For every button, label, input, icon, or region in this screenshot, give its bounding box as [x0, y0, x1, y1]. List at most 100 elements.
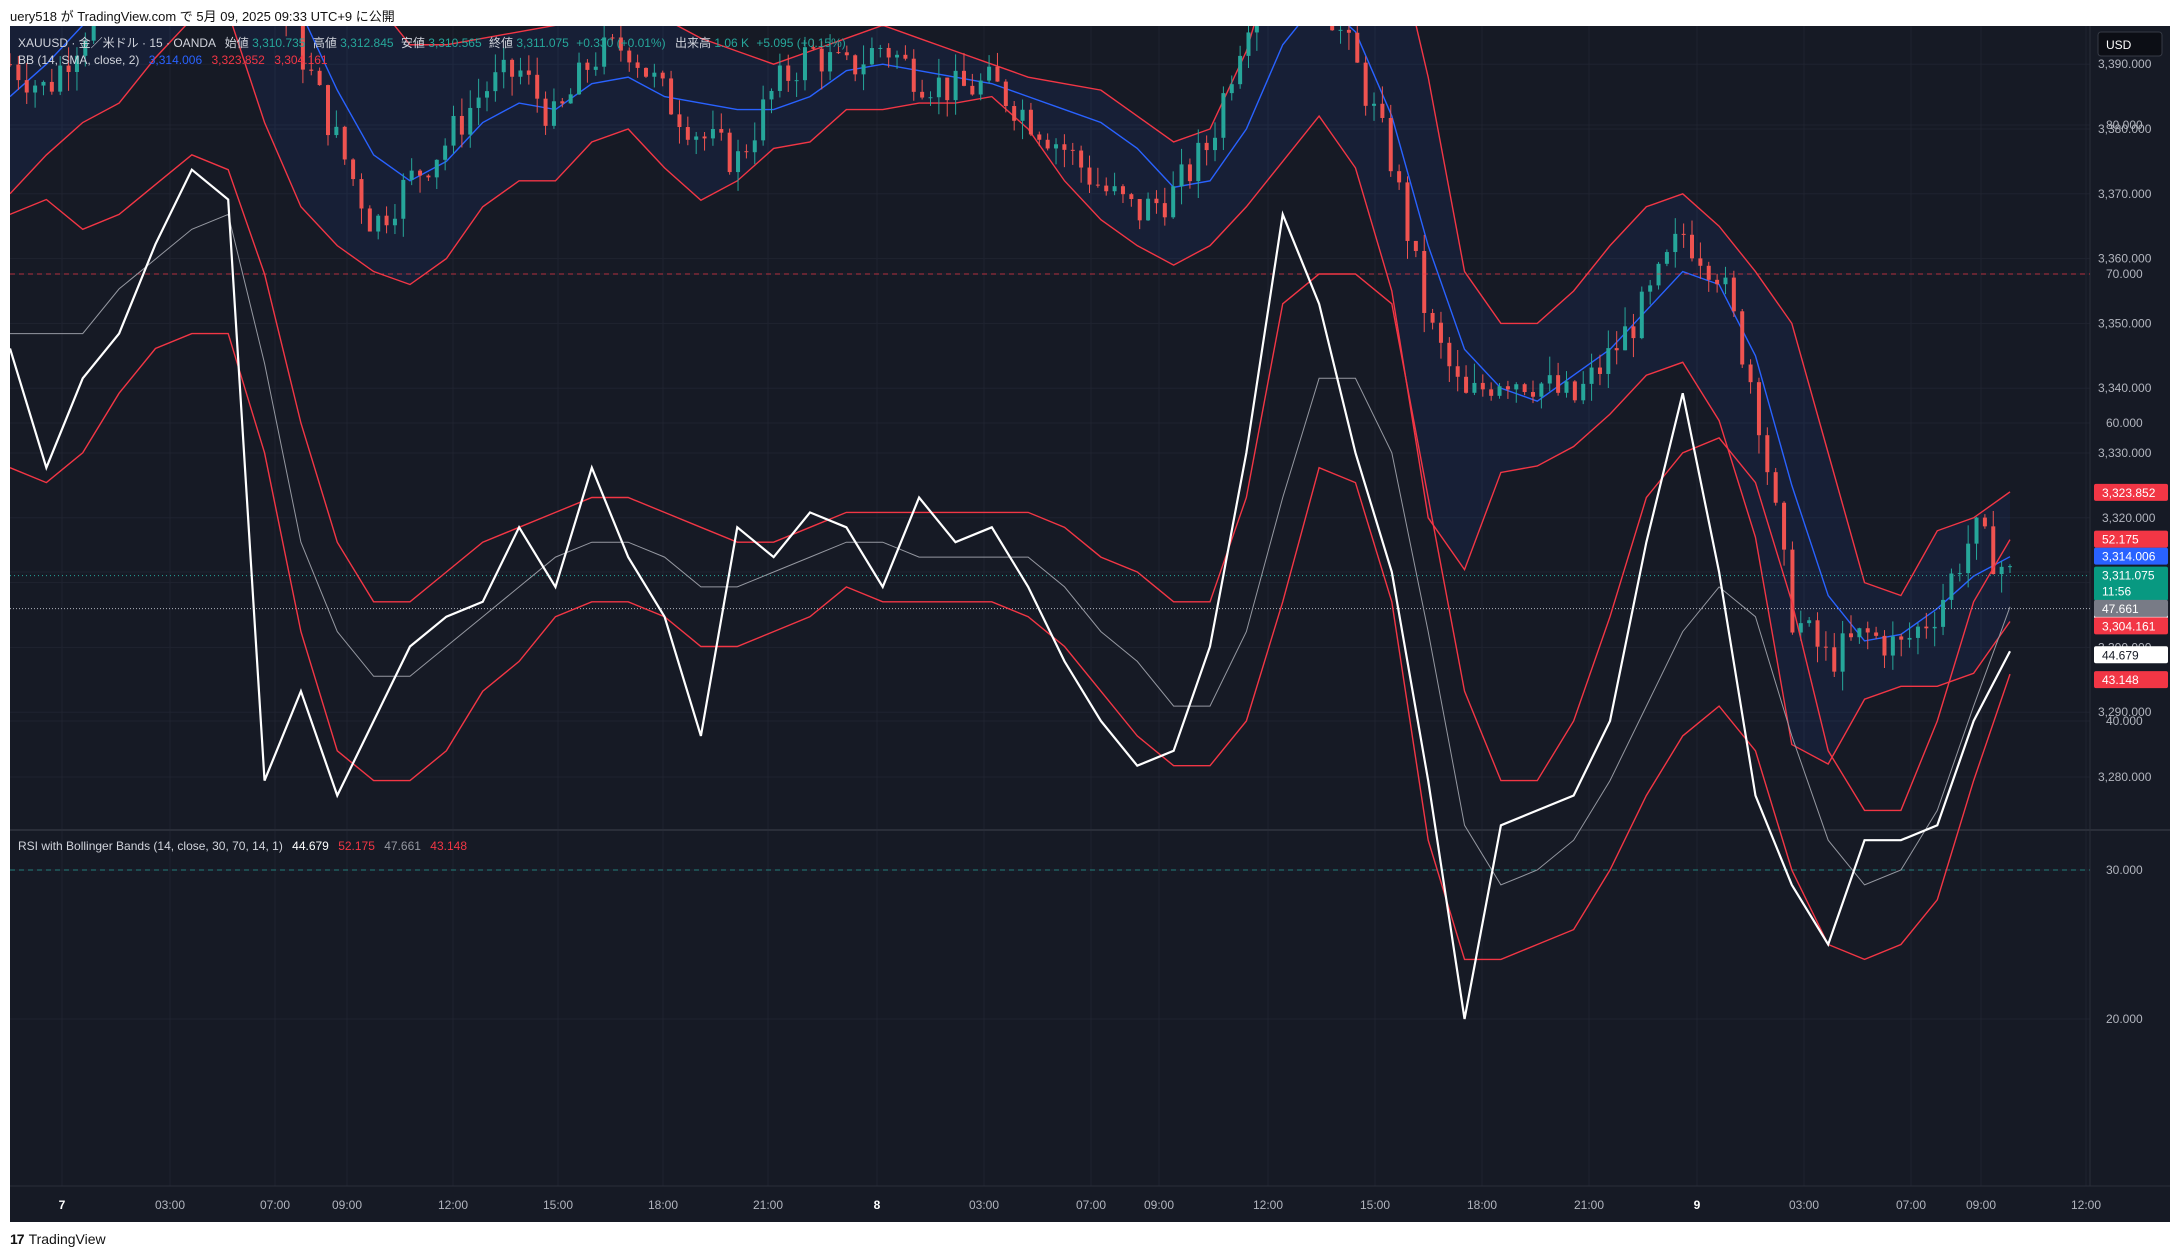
candle [853, 54, 858, 82]
candle [928, 91, 933, 106]
legend-rsi-value: 44.679 [292, 839, 329, 853]
candle [401, 173, 406, 237]
legend-change: +0.330 (+0.01%) [576, 36, 665, 50]
candle-body [16, 64, 21, 81]
time-tick-label: 03:00 [155, 1198, 185, 1212]
tradingview-logo-text: TradingView [28, 1231, 106, 1247]
candle-body [1966, 543, 1971, 574]
candle-body [878, 47, 883, 49]
candle-body [1480, 382, 1485, 390]
badge-rsi-basis-text: 47.661 [2102, 602, 2139, 616]
candle [443, 138, 448, 171]
candle [1137, 199, 1142, 230]
badge-bb-basis-text: 3,314.006 [2102, 550, 2156, 564]
candle [409, 158, 414, 186]
candle [643, 67, 648, 78]
candle-body [886, 47, 891, 58]
candle-body [945, 77, 950, 101]
candle [41, 80, 46, 96]
candle [501, 47, 506, 89]
candle-body [376, 215, 381, 232]
candle-body [928, 97, 933, 99]
candle-body [91, 11, 96, 41]
candle-body [49, 81, 54, 92]
candle [1924, 612, 1929, 639]
chart-svg[interactable]: 3,280.0003,290.0003,300.0003,310.0003,32… [8, 0, 2170, 1222]
candle-body [1832, 647, 1837, 672]
candle [1129, 192, 1134, 207]
candle [1070, 142, 1075, 165]
rsi-line [8, 167, 2011, 1020]
candle [786, 54, 791, 92]
candlestick-series [8, 0, 2012, 691]
candle [74, 47, 79, 91]
time-tick-label: 21:00 [753, 1198, 783, 1212]
candle-body [844, 52, 849, 56]
candle-body [1213, 137, 1218, 151]
badge-bb-upper-text: 3,323.852 [2102, 486, 2156, 500]
candle [1966, 525, 1971, 588]
candle [1522, 382, 1527, 396]
candle-body [342, 126, 347, 160]
candle-body [1740, 311, 1745, 365]
candle [970, 73, 975, 96]
candle [1648, 279, 1653, 305]
candle-body [1664, 252, 1669, 264]
candle-body [317, 70, 322, 86]
legend-bb-label: BB (14, SMA, close, 2) [18, 53, 139, 67]
candle [1949, 568, 1954, 609]
candle-body [828, 52, 833, 72]
candle-body [1020, 109, 1025, 121]
candle-body [1497, 386, 1502, 396]
tradingview-logo[interactable]: 17 TradingView [10, 1231, 106, 1247]
candle-body [1187, 164, 1192, 182]
candle [811, 39, 816, 51]
candle-body [1430, 312, 1435, 323]
candle-body [1731, 277, 1736, 312]
candle-body [1957, 573, 1962, 575]
badge-rsi-basis: 47.661 [2094, 599, 2168, 617]
chart-area[interactable]: 3,280.0003,290.0003,300.0003,310.0003,32… [8, 0, 2170, 1222]
candle-body [1614, 348, 1619, 351]
candle-body [861, 64, 866, 75]
candle [936, 58, 941, 115]
legend-low-label: 安値 [401, 35, 425, 50]
candle-body [1154, 198, 1159, 204]
candle-body [1129, 194, 1134, 200]
candle-body [685, 127, 690, 140]
candle [1740, 308, 1745, 368]
candle-body [1648, 285, 1653, 292]
time-tick-label: 03:00 [1789, 1198, 1819, 1212]
candle-body [1924, 626, 1929, 629]
candle-body [510, 59, 515, 77]
candle-body [1581, 383, 1586, 401]
candle [1899, 633, 1904, 657]
time-tick-label: 12:00 [2071, 1198, 2101, 1212]
candle [895, 50, 900, 69]
candle [995, 52, 1000, 82]
time-tick-label: 09:00 [1144, 1198, 1174, 1212]
candle-body [1171, 186, 1176, 218]
candle [1489, 382, 1494, 401]
candle-body [802, 47, 807, 81]
currency-button[interactable]: USD [2097, 31, 2163, 57]
candle [568, 88, 573, 104]
candle-body [911, 58, 916, 92]
badge-last-price-text: 3,311.075 [2102, 569, 2155, 583]
candle [652, 63, 657, 88]
candle-body [669, 78, 674, 115]
candle [1020, 99, 1025, 140]
candle-body [1012, 106, 1017, 121]
candle-body [33, 85, 38, 93]
candle [1572, 380, 1577, 403]
badge-bb-basis-bg [2094, 547, 2168, 565]
time-tick-label: 18:00 [1467, 1198, 1497, 1212]
candle-body [551, 101, 556, 126]
candle-body [1079, 150, 1084, 168]
candle [1028, 102, 1033, 137]
badge-level-bg [2094, 508, 2168, 526]
candle [392, 204, 397, 235]
time-tick-label: 09:00 [1966, 1198, 1996, 1212]
time-tick-label: 7 [59, 1198, 66, 1212]
candle [1991, 510, 1996, 575]
